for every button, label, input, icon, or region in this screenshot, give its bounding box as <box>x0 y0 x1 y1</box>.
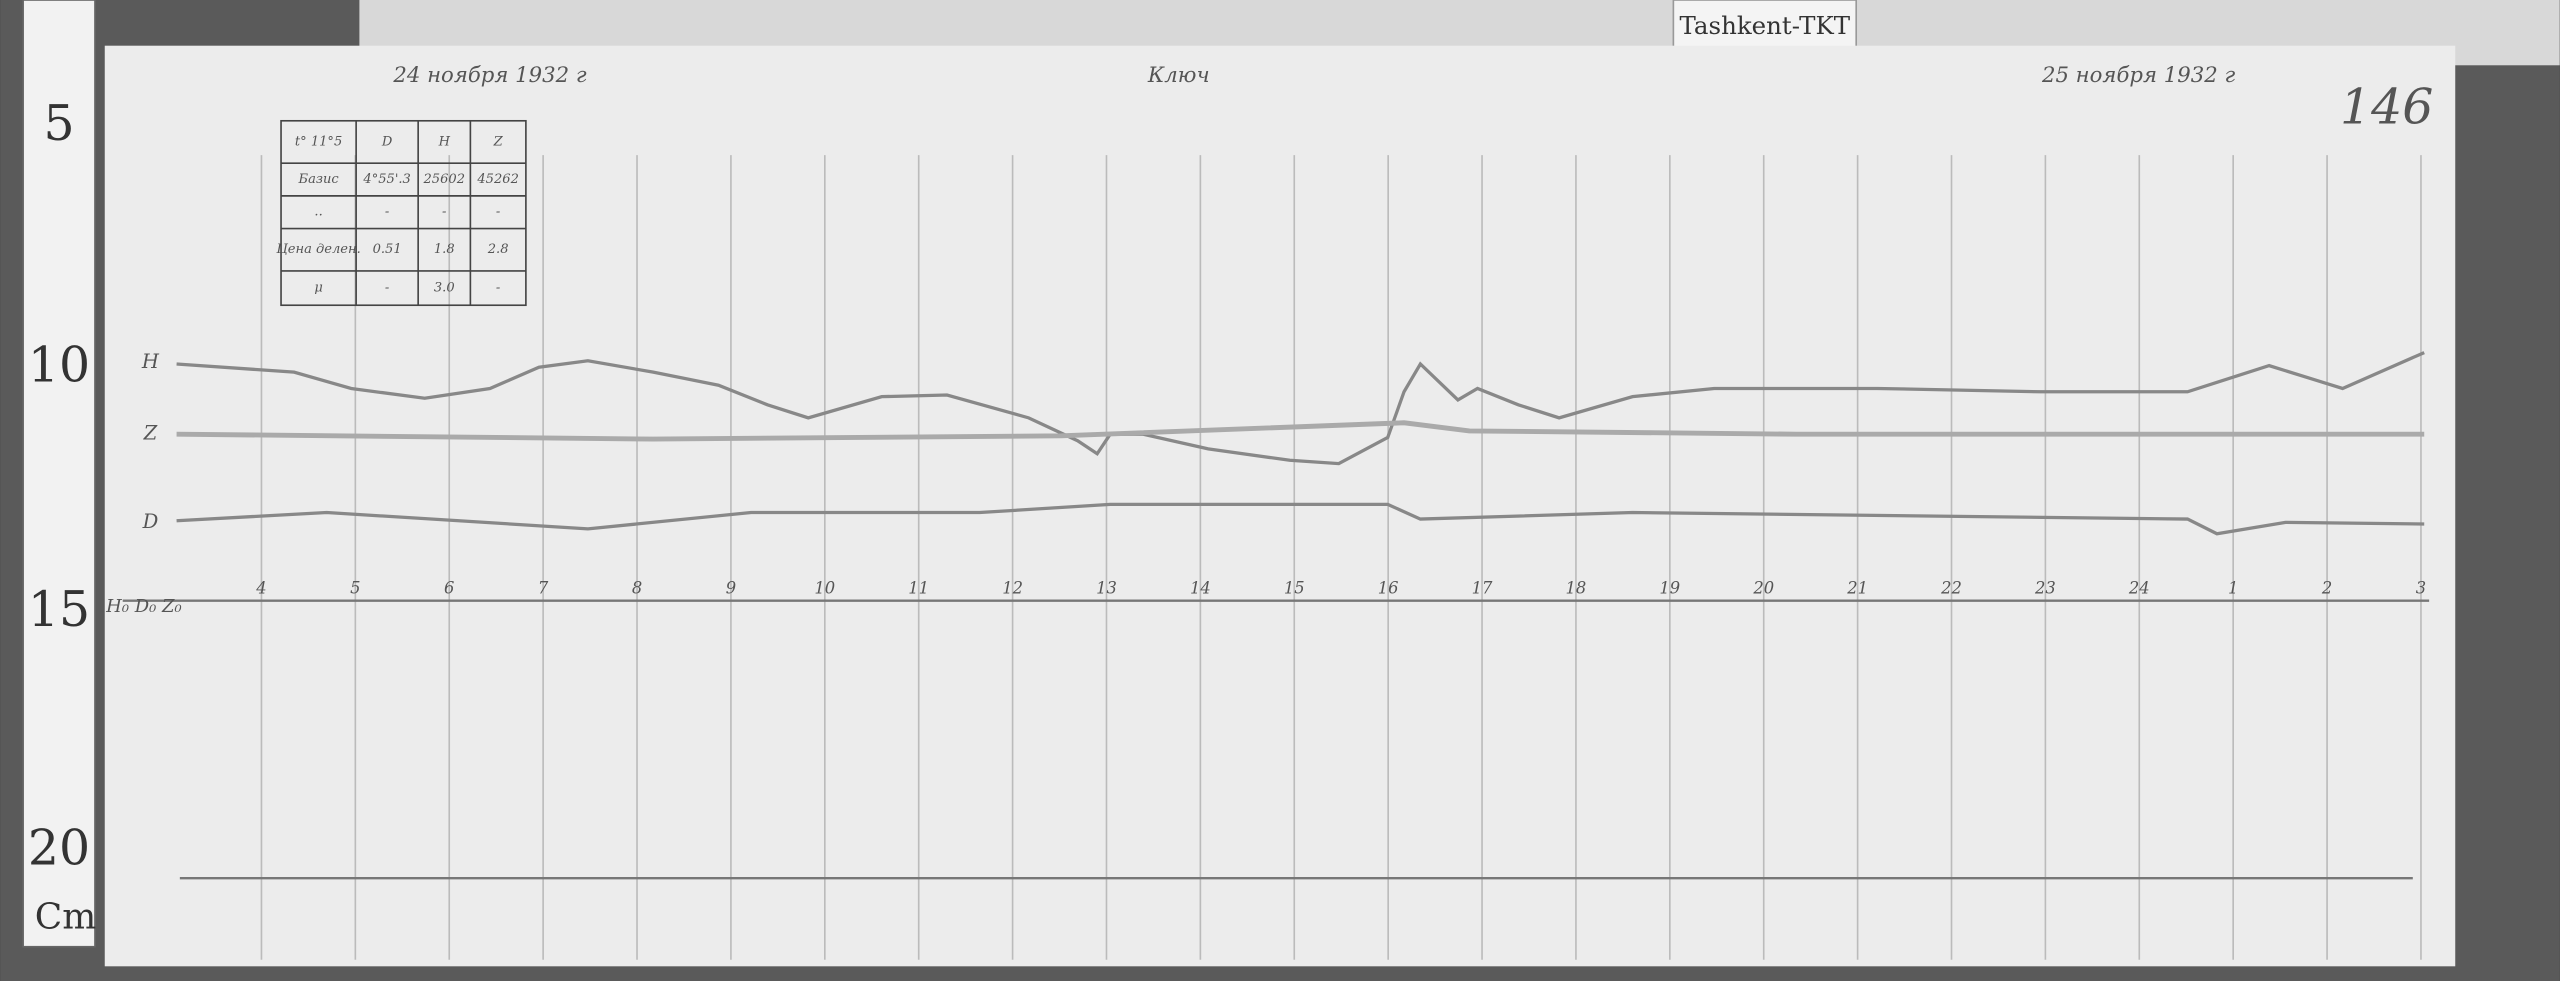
hour-label: 22 <box>1940 579 1962 598</box>
table-cell: Цена делен. <box>276 242 360 257</box>
hour-label: 14 <box>1190 579 1211 598</box>
header-center: Ключ <box>1147 63 1210 88</box>
table-frame <box>280 119 527 307</box>
ruler-mark: 5 <box>43 95 74 152</box>
hour-label: 4 <box>255 579 266 598</box>
paper <box>104 45 2456 967</box>
hour-label: 1 <box>2228 579 2238 598</box>
hour-label: 19 <box>1659 579 1680 598</box>
date-left: 24 ноября 1932 г <box>392 63 586 88</box>
ruler-unit: Cm <box>35 896 97 937</box>
hour-label: 21 <box>1846 579 1868 598</box>
table-cell: 25602 <box>423 172 466 187</box>
ruler-mark: 20 <box>28 820 90 877</box>
table-cell: D <box>381 135 393 150</box>
table-cell: 3.0 <box>434 281 455 296</box>
hour-label: 2 <box>2321 579 2332 598</box>
table-cell: 0.51 <box>373 242 402 257</box>
table-cell: - <box>442 205 446 220</box>
hour-label: 10 <box>814 579 835 598</box>
table-cell: Базис <box>297 172 339 187</box>
table-cell: 2.8 <box>487 242 509 257</box>
d-trace <box>176 502 2425 536</box>
hour-label: 8 <box>632 579 642 598</box>
table-cell: - <box>385 281 389 296</box>
table-cell: H <box>438 135 451 150</box>
table-cell: 45262 <box>476 172 519 187</box>
hour-label: 18 <box>1566 579 1587 598</box>
date-right: 25 ноября 1932 г <box>2041 63 2235 88</box>
table-cell: Z <box>493 135 504 150</box>
table-cell: .. <box>314 205 322 220</box>
table-cell: - <box>496 281 500 296</box>
hour-label: 11 <box>908 579 929 598</box>
tag: Tashkent-TKT <box>1680 11 1851 40</box>
hour-label: 7 <box>538 579 549 598</box>
hour-label: 23 <box>2034 579 2056 598</box>
ruler-mark: 15 <box>28 581 90 638</box>
ruler <box>22 0 96 948</box>
hour-label: 5 <box>350 579 360 598</box>
z-trace <box>176 420 2425 442</box>
hour-label: 24 <box>2128 579 2150 598</box>
ruler-mark: 10 <box>28 336 90 393</box>
table-cell: 4°55'.3 <box>362 172 410 187</box>
table-cell: t° 11°5 <box>295 135 342 150</box>
constants-table: t° 11°5 D H Z Базис 4°55'.3 25602 45262.. - - - Цен… <box>276 119 527 307</box>
hour-label: 3 <box>2416 579 2426 598</box>
hour-label: 17 <box>1472 579 1493 598</box>
hour-grid <box>260 155 2422 960</box>
hour-label: 9 <box>726 579 736 598</box>
hour-label: 6 <box>444 579 454 598</box>
hour-label: 12 <box>1002 579 1023 598</box>
trace-label: H <box>141 350 160 373</box>
table-cell: - <box>496 205 500 220</box>
trace-label: D <box>142 510 159 533</box>
page-number: 146 <box>2340 78 2433 135</box>
hour-label: 15 <box>1284 579 1305 598</box>
table-cell: - <box>385 205 389 220</box>
hour-label: 13 <box>1096 579 1117 598</box>
table-cell: μ <box>314 281 322 296</box>
hour-label: 16 <box>1378 579 1399 598</box>
baseline-label: H₀ D₀ Z₀ <box>105 596 181 617</box>
h-trace <box>176 351 2425 466</box>
trace-label: Z <box>143 422 158 445</box>
hour-label: 20 <box>1752 579 1774 598</box>
table-cell: 1.8 <box>434 242 455 257</box>
